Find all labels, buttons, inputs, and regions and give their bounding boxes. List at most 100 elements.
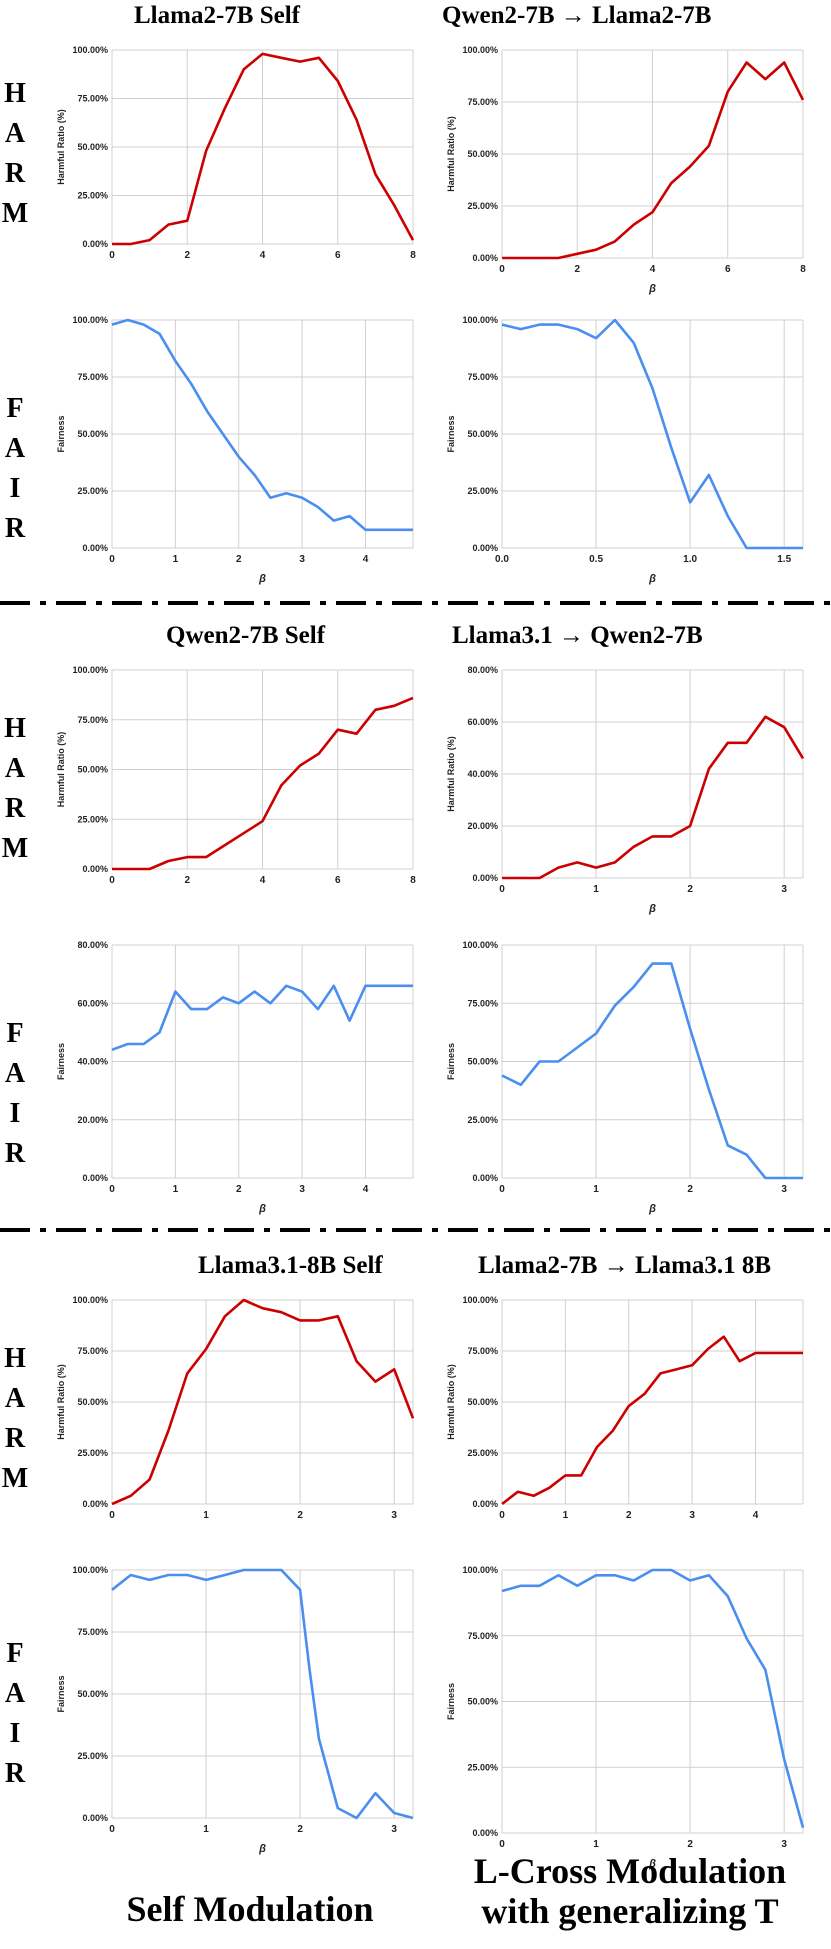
y-tick-label: 75.00% [77, 372, 108, 382]
x-tick-label: 1 [173, 554, 179, 565]
y-tick-label: 0.00% [472, 1499, 498, 1509]
y-axis-label: Harmful Ratio (%) [446, 736, 456, 812]
separator-1 [0, 601, 831, 605]
y-tick-label: 100.00% [462, 1565, 498, 1575]
x-tick-label: 0 [499, 1184, 505, 1195]
chart-llama31-to-qwen2-harm: 0.00% 20.00% 40.00% 60.00% 80.00% 0 1 2 3 Harmful… [446, 665, 805, 915]
title-r3-left: Llama3.1-8B Self [198, 1252, 383, 1279]
x-tick-label: 3 [781, 1839, 787, 1850]
chart-llama31-self-fair: 0.00% 25.00% 50.00% 75.00% 100.00% 0 1 2 3 Fairne… [56, 1565, 414, 1855]
y-axis-label: Fairness [446, 1043, 456, 1080]
title-r2-left: Qwen2-7B Self [166, 622, 326, 649]
y-axis-label: Harmful Ratio (%) [446, 116, 456, 192]
x-tick-label: 8 [800, 264, 806, 275]
y-tick-label: 25.00% [77, 814, 108, 824]
x-axis-label: β [648, 573, 656, 585]
y-tick-label: 25.00% [467, 1115, 498, 1125]
x-tick-label: 1 [593, 884, 599, 895]
footer-cross-line2: with generalizing T [481, 1890, 779, 1931]
x-tick-label: 8 [410, 875, 416, 886]
y-axis-label: Harmful Ratio (%) [56, 732, 66, 808]
chart-llama2-to-llama31-harm: 0.00% 25.00% 50.00% 75.00% 100.00% 0 1 2 3 4 Harmf… [446, 1295, 804, 1521]
data-series-line [111, 1568, 414, 1820]
x-tick-label: 0 [499, 264, 505, 275]
x-tick-label: 6 [335, 250, 341, 261]
y-tick-label: 100.00% [72, 315, 108, 325]
y-tick-label: 75.00% [467, 1631, 498, 1641]
y-tick-label: 25.00% [77, 191, 108, 201]
y-tick-label: 75.00% [467, 97, 498, 107]
y-tick-label: 100.00% [462, 45, 498, 55]
y-axis-label: Fairness [56, 415, 66, 452]
x-tick-label: 1 [593, 1184, 599, 1195]
data-series-line [501, 1335, 803, 1506]
x-tick-label: 1 [173, 1184, 179, 1195]
data-series-line [112, 52, 415, 246]
y-tick-label: 0.00% [82, 1173, 108, 1183]
chart-llama2-self-fair: 0.00% 25.00% 50.00% 75.00% 100.00% 0 1 2 3 4 Fairn… [56, 315, 414, 585]
data-series-line [501, 1568, 805, 1829]
chart-llama2-self-harm: 0.00% 25.00% 50.00% 75.00% 100.00% 0 2 4 6 8 Harmf… [56, 45, 416, 261]
y-tick-label: 60.00% [467, 717, 498, 727]
x-tick-label: 2 [687, 884, 693, 895]
x-axis-label: β [648, 1858, 656, 1870]
data-series-line [501, 962, 803, 1180]
x-tick-label: 2 [574, 264, 580, 275]
y-tick-label: 75.00% [467, 998, 498, 1008]
y-axis-label: Harmful Ratio (%) [56, 1364, 66, 1440]
y-tick-label: 80.00% [467, 665, 498, 675]
x-tick-label: 3 [391, 1510, 397, 1521]
x-tick-label: 2 [297, 1824, 303, 1835]
y-tick-label: 50.00% [467, 1057, 498, 1067]
y-axis-label: Fairness [56, 1043, 66, 1080]
x-tick-label: 2 [687, 1184, 693, 1195]
x-tick-label: 2 [236, 554, 242, 565]
x-axis-label: β [648, 283, 656, 295]
x-tick-label: 2 [297, 1510, 303, 1521]
chart-qwen2-self-fair: 0.00% 20.00% 40.00% 60.00% 80.00% 0 1 2 3 4 Fairne… [56, 940, 414, 1215]
y-tick-label: 50.00% [467, 1697, 498, 1707]
y-tick-label: 50.00% [77, 142, 108, 152]
title-r3-right: Llama2-7B → Llama3.1 8B [478, 1252, 772, 1279]
y-tick-label: 25.00% [467, 486, 498, 496]
x-tick-label: 2 [184, 875, 190, 886]
title-r1-right: Qwen2-7B → Llama2-7B [442, 2, 712, 29]
chart-llama2-to-llama31-fair: 0.00% 25.00% 50.00% 75.00% 100.00% 0 1 2 3 Fairne… [446, 1565, 805, 1870]
footer-self-modulation: Self Modulation [126, 1889, 374, 1929]
x-tick-label: 3 [299, 1184, 305, 1195]
y-tick-label: 100.00% [72, 45, 108, 55]
separator-2 [0, 1228, 831, 1232]
y-tick-label: 0.00% [82, 864, 108, 874]
y-tick-label: 50.00% [77, 1689, 108, 1699]
x-tick-label: 1.5 [777, 554, 791, 565]
y-tick-label: 100.00% [462, 940, 498, 950]
y-tick-label: 0.00% [82, 239, 108, 249]
x-axis-label: β [648, 903, 656, 915]
x-tick-label: 0 [109, 875, 115, 886]
data-series-line [111, 1298, 415, 1506]
x-tick-label: 3 [391, 1824, 397, 1835]
x-tick-label: 3 [689, 1510, 695, 1521]
y-tick-label: 0.00% [472, 543, 498, 553]
y-tick-label: 50.00% [77, 429, 108, 439]
y-tick-label: 100.00% [462, 315, 498, 325]
y-tick-label: 0.00% [472, 1173, 498, 1183]
x-tick-label: 6 [335, 875, 341, 886]
x-tick-label: 0 [109, 1184, 115, 1195]
x-tick-label: 1.0 [683, 554, 697, 565]
y-tick-label: 0.00% [472, 253, 498, 263]
footer-cross-modulation: L-Cross Modulation with generalizing T [440, 1851, 820, 1931]
title-r2-right: Llama3.1 → Qwen2-7B [452, 622, 703, 649]
y-tick-label: 75.00% [467, 372, 498, 382]
y-tick-label: 0.00% [82, 1813, 108, 1823]
y-tick-label: 100.00% [72, 1295, 108, 1305]
data-series-line [111, 984, 413, 1052]
x-tick-label: 0 [499, 1839, 505, 1850]
y-tick-label: 20.00% [77, 1115, 108, 1125]
x-axis-label: β [648, 1203, 656, 1215]
x-tick-label: 3 [781, 884, 787, 895]
